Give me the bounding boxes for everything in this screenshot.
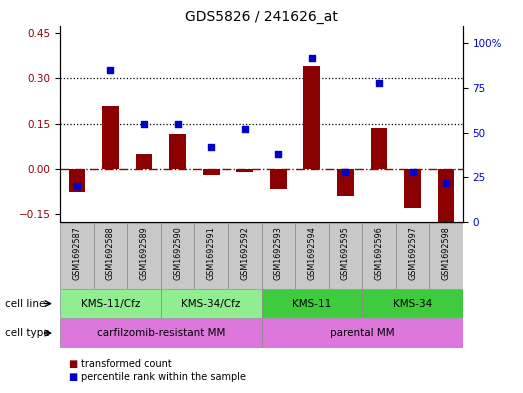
Bar xyxy=(161,223,195,289)
Bar xyxy=(262,289,362,318)
Point xyxy=(442,180,450,186)
Point xyxy=(73,183,81,189)
Bar xyxy=(362,223,396,289)
Bar xyxy=(236,169,253,172)
Bar xyxy=(169,134,186,169)
Bar xyxy=(135,154,152,169)
Bar xyxy=(127,223,161,289)
Text: GDS5826 / 241626_at: GDS5826 / 241626_at xyxy=(185,10,338,24)
Text: GSM1692597: GSM1692597 xyxy=(408,226,417,280)
Text: ■: ■ xyxy=(68,358,77,369)
Bar xyxy=(404,169,421,208)
Point xyxy=(207,144,215,150)
Point xyxy=(106,67,115,73)
Point xyxy=(308,55,316,61)
Bar xyxy=(295,223,328,289)
Bar xyxy=(270,169,287,189)
Bar xyxy=(161,289,262,318)
Bar xyxy=(262,223,295,289)
Bar xyxy=(102,106,119,169)
Point xyxy=(241,126,249,132)
Text: GSM1692592: GSM1692592 xyxy=(240,226,249,280)
Bar xyxy=(228,223,262,289)
Text: GSM1692587: GSM1692587 xyxy=(72,226,82,280)
Text: carfilzomib-resistant MM: carfilzomib-resistant MM xyxy=(97,328,225,338)
Point xyxy=(140,121,148,127)
Point xyxy=(341,169,349,175)
Text: parental MM: parental MM xyxy=(330,328,394,338)
Bar xyxy=(337,169,354,196)
Bar xyxy=(195,223,228,289)
Bar xyxy=(60,289,161,318)
Bar xyxy=(362,289,463,318)
Text: GSM1692594: GSM1692594 xyxy=(308,226,316,280)
Text: GSM1692589: GSM1692589 xyxy=(140,226,149,280)
Bar xyxy=(396,223,429,289)
Text: GSM1692596: GSM1692596 xyxy=(374,226,383,280)
Bar xyxy=(60,223,94,289)
Text: KMS-11/Cfz: KMS-11/Cfz xyxy=(81,299,140,309)
Bar xyxy=(203,169,220,175)
Text: GSM1692593: GSM1692593 xyxy=(274,226,283,280)
Text: GSM1692595: GSM1692595 xyxy=(341,226,350,280)
Bar xyxy=(438,169,454,222)
Text: cell type: cell type xyxy=(5,328,50,338)
Text: GSM1692588: GSM1692588 xyxy=(106,226,115,280)
Bar xyxy=(262,318,463,348)
Point xyxy=(274,151,282,157)
Bar xyxy=(60,318,262,348)
Text: ■: ■ xyxy=(68,372,77,382)
Point xyxy=(408,169,417,175)
Bar xyxy=(69,169,85,192)
Text: KMS-34/Cfz: KMS-34/Cfz xyxy=(181,299,241,309)
Bar xyxy=(429,223,463,289)
Text: KMS-11: KMS-11 xyxy=(292,299,332,309)
Text: GSM1692590: GSM1692590 xyxy=(173,226,182,280)
Text: GSM1692598: GSM1692598 xyxy=(441,226,451,280)
Text: GSM1692591: GSM1692591 xyxy=(207,226,215,280)
Bar xyxy=(303,66,320,169)
Text: transformed count: transformed count xyxy=(81,358,172,369)
Text: percentile rank within the sample: percentile rank within the sample xyxy=(81,372,246,382)
Point xyxy=(375,79,383,86)
Bar xyxy=(371,129,388,169)
Bar xyxy=(328,223,362,289)
Bar xyxy=(94,223,127,289)
Text: KMS-34: KMS-34 xyxy=(393,299,432,309)
Text: cell line: cell line xyxy=(5,299,46,309)
Point xyxy=(174,121,182,127)
